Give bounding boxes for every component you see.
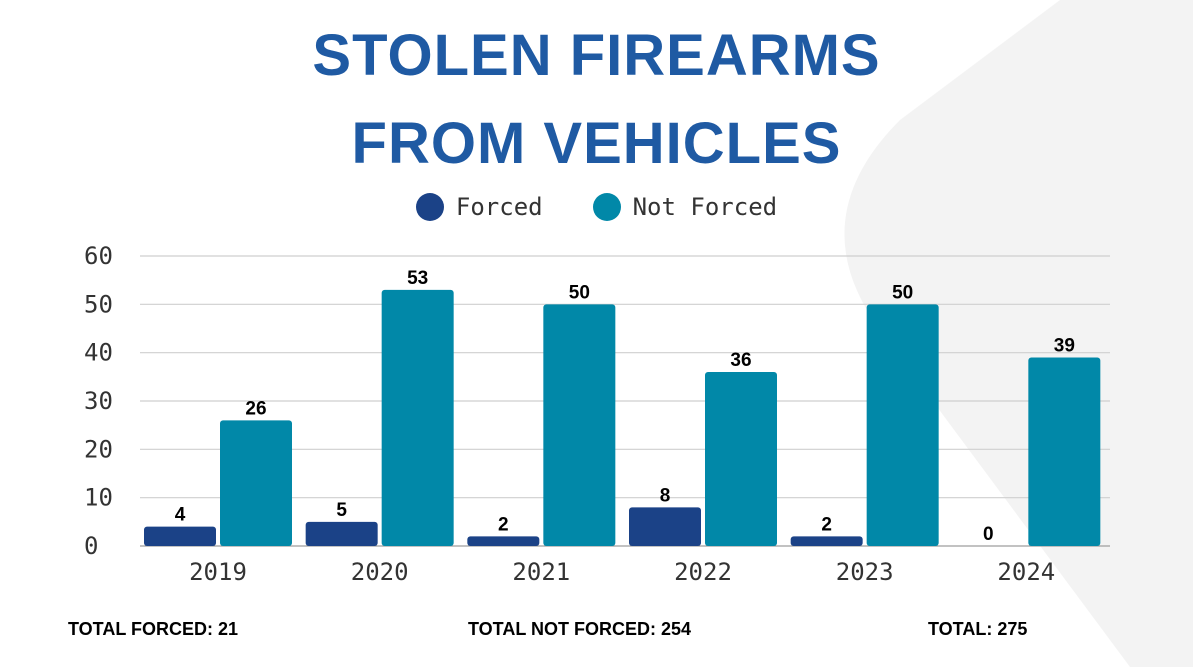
total-forced: TOTAL FORCED: 21 bbox=[68, 619, 239, 639]
legend-label-not-forced: Not Forced bbox=[632, 193, 778, 221]
bar-not-forced bbox=[381, 289, 454, 546]
bar-not-forced bbox=[220, 420, 292, 546]
legend-item-not-forced: Not Forced bbox=[592, 193, 778, 221]
x-tick-label: 2022 bbox=[674, 558, 732, 586]
x-tick-label: 2021 bbox=[512, 558, 570, 586]
bar-not-forced bbox=[866, 304, 939, 546]
data-label: 2 bbox=[821, 514, 832, 535]
y-tick-label: 0 bbox=[84, 532, 98, 560]
x-tick-label: 2019 bbox=[189, 558, 247, 586]
data-label: 26 bbox=[245, 398, 266, 419]
total-all: TOTAL: 275 bbox=[928, 619, 1028, 639]
chart-title-line-1: STOLEN FIREARMS bbox=[312, 23, 881, 88]
data-label: 5 bbox=[336, 500, 347, 521]
x-tick-label: 2023 bbox=[836, 558, 894, 586]
y-tick-label: 30 bbox=[84, 387, 113, 415]
legend-swatch-not-forced bbox=[592, 193, 621, 221]
data-label: 39 bbox=[1054, 336, 1075, 357]
total-not-forced: TOTAL NOT FORCED: 254 bbox=[468, 619, 692, 639]
bar-not-forced bbox=[705, 372, 777, 546]
bar-forced bbox=[790, 536, 863, 546]
data-label: 50 bbox=[892, 282, 913, 303]
data-label: 8 bbox=[660, 485, 671, 506]
bar-forced bbox=[305, 521, 378, 546]
legend: Forced Not Forced bbox=[0, 190, 1193, 224]
y-tick-label: 40 bbox=[84, 339, 113, 367]
bar-forced bbox=[467, 536, 540, 546]
bar-chart: 0102030405060426201955320202502021836202… bbox=[84, 242, 1110, 586]
data-label: 36 bbox=[730, 350, 751, 371]
data-label: 2 bbox=[498, 514, 509, 535]
y-tick-label: 60 bbox=[84, 242, 113, 270]
x-tick-label: 2020 bbox=[351, 558, 409, 586]
data-label: 4 bbox=[175, 505, 186, 526]
data-label: 0 bbox=[983, 524, 994, 545]
x-tick-label: 2024 bbox=[997, 558, 1055, 586]
y-tick-label: 20 bbox=[84, 435, 113, 463]
legend-item-forced: Forced bbox=[415, 193, 543, 221]
legend-swatch-forced bbox=[415, 193, 444, 221]
legend-label-forced: Forced bbox=[455, 193, 543, 221]
y-tick-label: 10 bbox=[84, 484, 113, 512]
data-label: 53 bbox=[407, 268, 428, 289]
bar-forced bbox=[629, 507, 701, 546]
y-tick-label: 50 bbox=[84, 290, 113, 318]
bar-not-forced bbox=[543, 304, 616, 546]
bar-not-forced bbox=[1028, 357, 1101, 546]
bar-forced bbox=[144, 526, 216, 546]
data-label: 50 bbox=[569, 282, 590, 303]
chart-title-line-2: FROM VEHICLES bbox=[351, 111, 842, 176]
